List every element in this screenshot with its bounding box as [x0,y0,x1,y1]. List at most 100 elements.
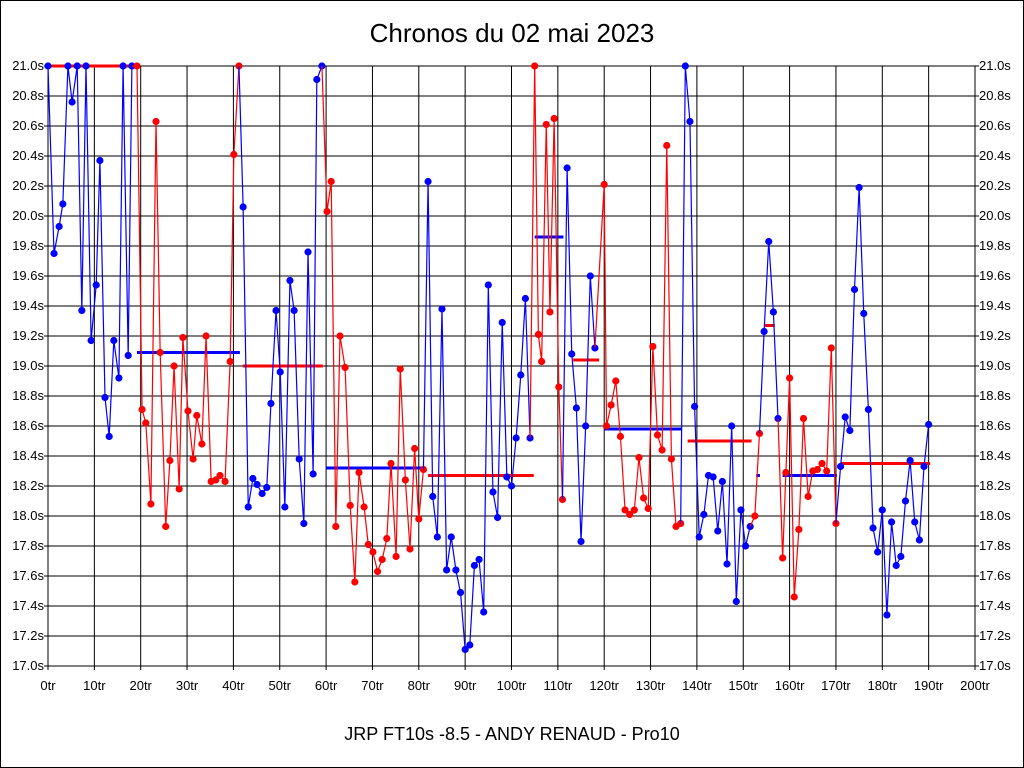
data-point-blue [503,473,511,481]
data-point-red [612,377,620,385]
y-tick-label-right: 21.0s [979,58,1011,73]
data-point-red [230,150,238,159]
data-point-blue [563,164,571,172]
x-tick-label: 70tr [361,678,384,693]
data-point-blue [470,561,479,570]
data-point-red [351,578,359,586]
data-point-blue [878,506,886,514]
y-tick-label-left: 19.4s [12,298,44,313]
data-point-red [202,332,210,340]
data-point-blue [443,566,451,574]
data-point-red [383,534,391,543]
data-point-blue [101,393,109,402]
data-point-blue [447,533,455,541]
data-point-red [782,468,790,477]
data-point-red [147,500,155,508]
y-tick-label-left: 20.2s [12,178,44,193]
data-point-red [323,207,331,216]
y-tick-label-left: 19.0s [12,358,44,373]
data-point-blue [728,422,736,430]
data-point-blue [267,399,275,408]
data-point-blue [709,473,717,481]
x-tick-label: 180tr [867,678,897,693]
x-axis-label: JRP FT10s -8.5 - ANDY RENAUD - Pro10 [344,724,679,744]
series-line-blue [758,241,779,434]
data-point-blue [55,222,63,231]
data-point-red [179,333,187,342]
data-point-blue [50,249,58,258]
data-point-red [193,411,201,420]
data-point-red [355,468,363,477]
x-tick-label: 50tr [269,678,292,693]
data-point-blue [424,177,432,186]
y-tick-label-right: 19.8s [979,238,1011,253]
data-point-red [790,593,798,601]
data-point-red [616,432,625,441]
y-tick-label-right: 17.0s [979,658,1011,673]
data-point-red [138,405,146,414]
data-point-red [401,476,409,484]
data-point-red [649,342,657,351]
y-tick-label-right: 20.6s [979,118,1011,133]
y-tick-label-left: 19.2s [12,328,44,343]
y-tick-label-right: 19.4s [979,298,1011,313]
y-axis-left: 17.0s 17.2s 17.4s 17.6s 17.8s 18.0s 18.2s 18.4s… [12,58,44,673]
data-point-blue [253,480,261,489]
y-tick-label-left: 17.0s [12,658,44,673]
data-point-red [327,177,335,186]
data-point-blue [925,420,933,429]
data-point-red [152,117,160,126]
y-tick-label-left: 17.4s [12,598,44,613]
data-point-blue [718,477,726,486]
data-point-red [542,120,550,129]
data-point-red [621,506,629,514]
x-tick-label: 0tr [40,678,56,693]
data-point-blue [64,62,72,70]
data-point-blue [489,488,497,496]
y-tick-label-left: 17.8s [12,538,44,553]
data-point-blue [737,506,745,514]
y-tick-label-right: 20.4s [979,148,1011,163]
data-point-blue [507,482,516,490]
data-point-red [795,525,803,534]
data-point-red [779,554,787,562]
x-tick-label: 130tr [636,678,666,693]
y-tick-label-right: 18.4s [979,448,1011,463]
series [44,62,933,654]
data-point-red [221,477,229,486]
data-point-blue [681,62,689,70]
data-point-red [133,62,141,70]
data-point-red [175,485,183,493]
data-point-red [162,522,170,531]
y-tick-label-right: 18.8s [979,388,1011,403]
data-point-blue [263,483,271,492]
data-point-red [378,555,386,564]
data-point-blue [429,492,437,501]
y-tick-label-left: 19.6s [12,268,44,283]
data-point-blue [887,518,896,526]
data-point-red [531,62,539,70]
data-point-red [667,455,676,463]
data-point-blue [892,561,900,570]
data-point-red [387,459,395,468]
data-point-blue [765,237,773,246]
y-tick-label-left: 21.0s [12,58,44,73]
data-point-red [332,522,340,531]
data-point-blue [461,645,469,654]
data-point-blue [760,327,768,336]
data-point-blue [484,281,492,289]
data-point-red [336,332,344,340]
data-point-red [658,446,666,454]
data-point-blue [572,404,580,412]
data-point-red [804,492,812,501]
data-point-red [813,465,822,474]
y-tick-label-right: 18.2s [979,478,1011,493]
data-point-blue [732,597,740,606]
data-point-blue [92,281,100,289]
data-point-blue [901,497,910,505]
data-point-blue [686,117,694,126]
data-point-blue [290,306,298,315]
data-point-red [827,344,835,352]
data-point-blue [517,371,525,379]
x-tick-label: 100tr [497,678,527,693]
